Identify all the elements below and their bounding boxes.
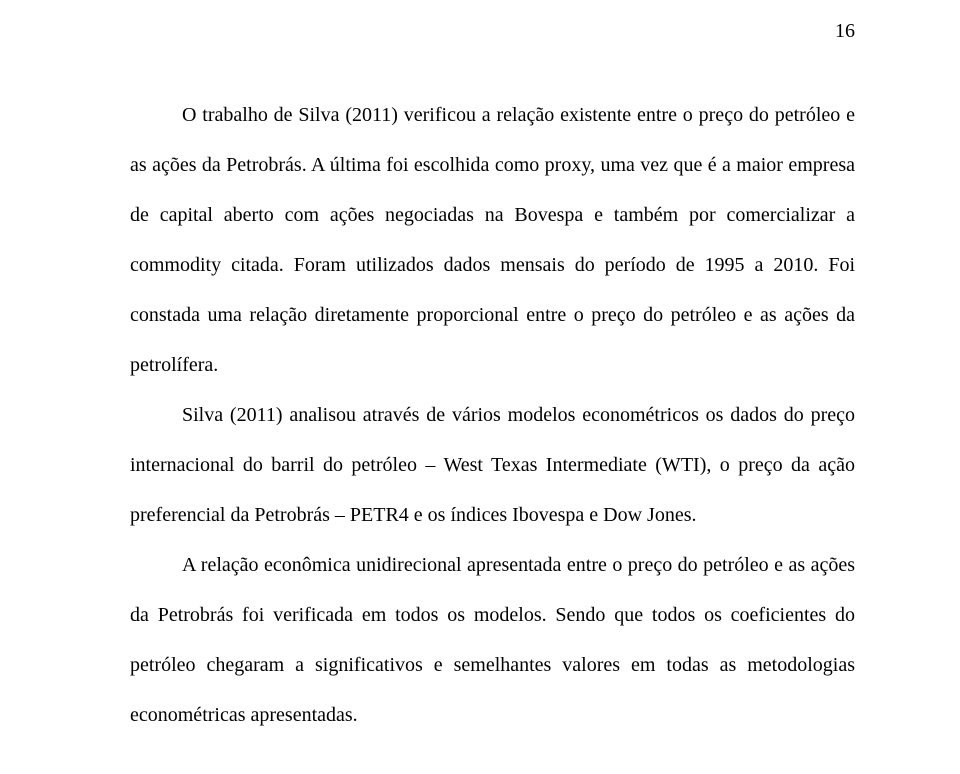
document-page: 16 O trabalho de Silva (2011) verificou … bbox=[0, 0, 960, 774]
paragraph-2: Silva (2011) analisou através de vários … bbox=[130, 390, 855, 540]
paragraph-3: A relação econômica unidirecional aprese… bbox=[130, 540, 855, 740]
paragraph-1: O trabalho de Silva (2011) verificou a r… bbox=[130, 90, 855, 390]
body-text: O trabalho de Silva (2011) verificou a r… bbox=[130, 90, 855, 740]
page-number: 16 bbox=[835, 20, 855, 43]
